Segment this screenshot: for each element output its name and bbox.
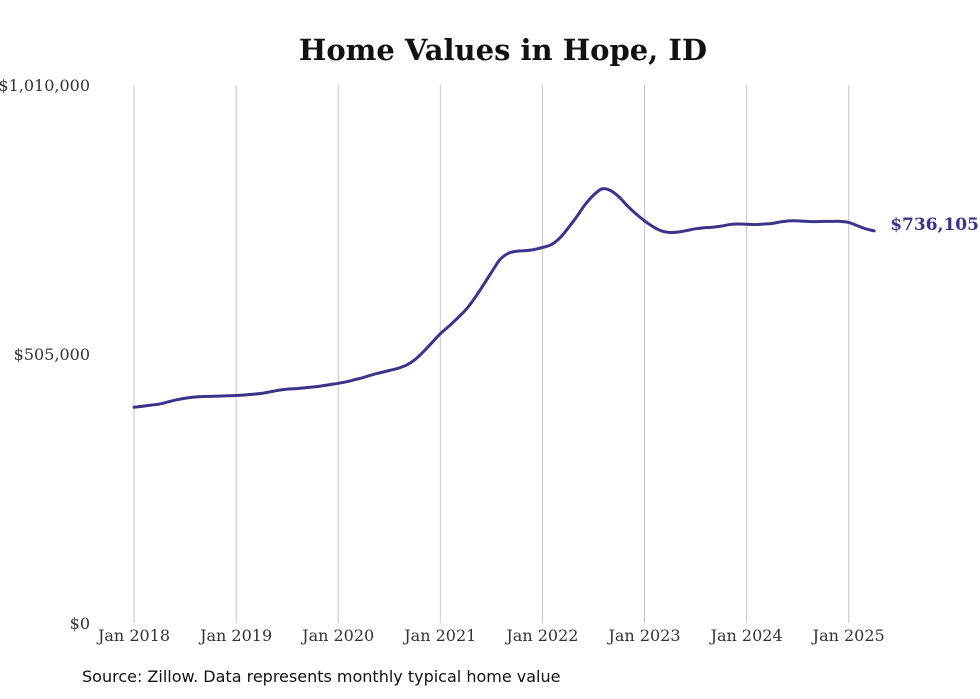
series-end-value-label-0: $736,105: [890, 215, 979, 235]
x-axis-tick-labels: Jan 2018 Jan 2019 Jan 2020 Jan 2021 Jan 2022…: [96, 626, 885, 645]
x-tick-label-7: Jan 2025: [811, 626, 885, 645]
y-tick-label-0: $0: [70, 614, 90, 633]
x-tick-label-6: Jan 2024: [709, 626, 783, 645]
x-tick-label-5: Jan 2023: [606, 626, 680, 645]
y-axis-tick-labels: $0 $505,000 $1,010,000: [0, 76, 90, 633]
vertical-gridlines: [133, 85, 850, 623]
x-tick-label-1: Jan 2019: [198, 626, 272, 645]
x-tick-label-3: Jan 2021: [402, 626, 476, 645]
x-tick-label-2: Jan 2020: [300, 626, 374, 645]
chart-title: Home Values in Hope, ID: [299, 33, 707, 67]
series-line-0: [132, 187, 876, 409]
x-tick-label-4: Jan 2022: [504, 626, 578, 645]
x-tick-label-0: Jan 2018: [96, 626, 170, 645]
source-note: Source: Zillow. Data represents monthly …: [82, 667, 561, 686]
series-layer: $736,105: [132, 187, 979, 409]
y-tick-label-2: $1,010,000: [0, 76, 90, 95]
y-tick-label-1: $505,000: [14, 345, 90, 364]
